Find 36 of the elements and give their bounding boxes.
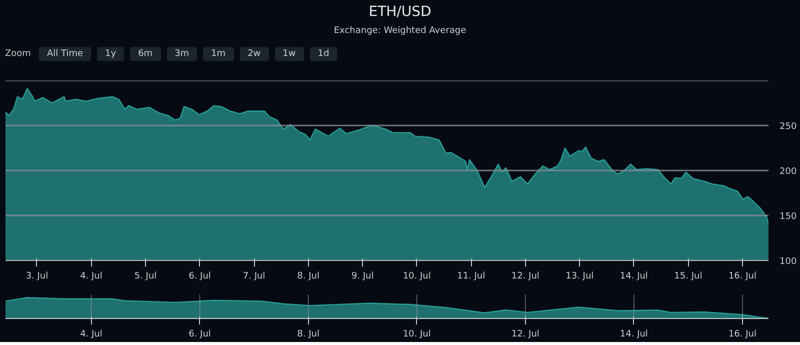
x-tick-label: 4. Jul [80, 330, 102, 340]
x-tick-label: 4. Jul [80, 272, 102, 282]
y-tick-label: 150 [780, 212, 797, 222]
x-tick-label: 6. Jul [188, 272, 211, 282]
x-tick-label: 12. Jul [511, 272, 540, 282]
text: All Time [38, 47, 91, 61]
text: 1m [203, 47, 234, 61]
text: 1d [310, 47, 338, 61]
text: 6m [130, 47, 161, 61]
y-tick-label: 200 [780, 167, 797, 177]
text: 2w [240, 47, 269, 61]
x-tick-label: 7. Jul [242, 272, 266, 282]
x-tick-label: 8. Jul [297, 272, 320, 282]
x-tick-label: 11. Jul [457, 272, 486, 282]
text: 1w [274, 47, 304, 61]
x-tick-label: 3. Jul [26, 272, 48, 282]
x-tick-label: 10. Jul [402, 272, 431, 282]
x-tick-label: 16. Jul [728, 272, 756, 282]
x-tick-label: 10. Jul [402, 330, 431, 340]
text: 1y [97, 47, 124, 61]
x-tick-label: 15. Jul [674, 272, 702, 282]
x-tick-label: 8. Jul [297, 330, 320, 340]
x-tick-label: 6. Jul [188, 330, 211, 340]
x-tick-label: 14. Jul [620, 330, 648, 340]
y-tick-label: 250 [780, 122, 797, 132]
chart-subtitle: Exchange: Weighted Average [332, 25, 468, 38]
x-tick-label: 14. Jul [620, 272, 648, 282]
x-tick-label: 12. Jul [511, 330, 540, 340]
chart-title: ETH/USD [368, 3, 432, 22]
text: Zoom [5, 49, 31, 59]
x-tick-label: 16. Jul [728, 330, 756, 340]
x-tick-label: 9. Jul [351, 272, 374, 282]
x-tick-label: 5. Jul [134, 272, 157, 282]
x-tick-label: 13. Jul [566, 272, 594, 282]
y-tick-label: 100 [780, 257, 797, 267]
text: 3m [166, 47, 198, 61]
